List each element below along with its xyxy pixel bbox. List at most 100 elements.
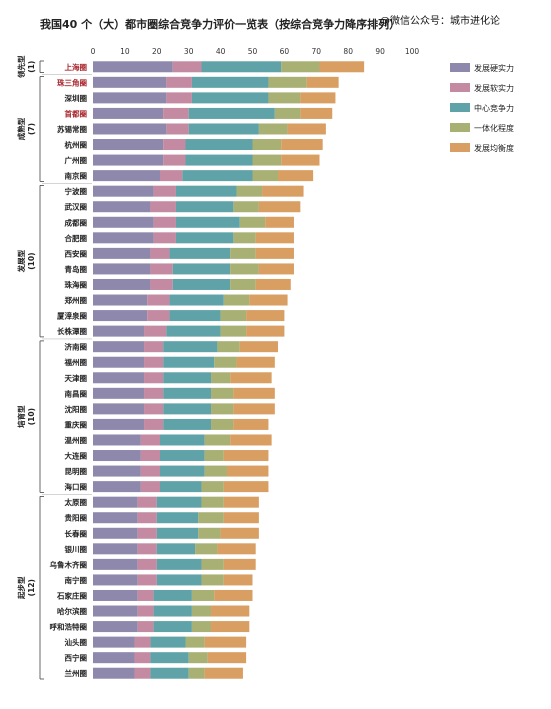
category-label: 广州圈: [65, 155, 88, 165]
bar-segment: [188, 667, 205, 679]
category-label: 银川圈: [65, 544, 88, 554]
bar-segment: [188, 107, 275, 119]
legend-swatch: [450, 63, 470, 72]
bar-segment: [159, 450, 205, 462]
bar-segment: [140, 434, 160, 446]
bar-segment: [300, 107, 333, 119]
x-tick-label: 80: [343, 47, 353, 56]
category-label: 南昌圈: [65, 388, 88, 398]
bar-segment: [239, 341, 279, 353]
bar-segment: [159, 481, 202, 493]
bar-segment: [201, 496, 224, 508]
bar-segment: [252, 170, 279, 182]
bar-segment: [144, 387, 164, 399]
bar-segment: [93, 434, 141, 446]
bar-segment: [93, 61, 173, 73]
bar-segment: [166, 92, 192, 104]
bar-segment: [147, 310, 170, 322]
bar-segment: [153, 232, 176, 244]
bar-segment: [169, 247, 231, 259]
x-tick-label: 70: [312, 47, 322, 56]
category-label: 天津圈: [65, 373, 88, 383]
bar-segment: [207, 652, 247, 664]
bar-segment: [93, 170, 160, 182]
bar-segment: [223, 496, 259, 508]
bar-segment: [156, 558, 202, 570]
bar-segment: [201, 574, 224, 586]
category-label: 兰州圈: [65, 668, 88, 678]
bar-segment: [233, 201, 259, 213]
group-count: (10): [27, 253, 36, 270]
bar-segment: [239, 216, 266, 228]
bar-segment: [319, 61, 365, 73]
category-label: 南京圈: [65, 171, 88, 181]
x-tick-label: 90: [375, 47, 385, 56]
group-count: (12): [27, 579, 36, 596]
category-label: 武汉圈: [65, 202, 88, 212]
category-label: 海口圈: [65, 482, 88, 492]
category-label: 南宁圈: [65, 575, 88, 585]
bar-segment: [204, 667, 243, 679]
bar-segment: [233, 418, 269, 430]
group-label: 成熟型: [16, 117, 26, 140]
bar-segment: [93, 294, 148, 306]
bar-segment: [201, 61, 282, 73]
category-label: 珠三角圈: [57, 77, 87, 87]
bar-segment: [93, 558, 138, 570]
bar-segment: [195, 543, 218, 555]
bar-segment: [156, 574, 202, 586]
category-label: 温州圈: [65, 435, 88, 445]
bar-segment: [153, 216, 176, 228]
bar-segment: [191, 605, 212, 617]
bar-segment: [204, 434, 231, 446]
bar-segment: [223, 574, 253, 586]
x-tick-label: 0: [91, 47, 96, 56]
bar-segment: [230, 434, 272, 446]
bar-segment: [93, 325, 145, 337]
bar-segment: [306, 76, 339, 88]
legend-label: 一体化程度: [474, 123, 514, 133]
bar-segment: [93, 512, 138, 524]
category-label: 首都圈: [65, 108, 88, 118]
bar-segment: [249, 294, 288, 306]
group-count: (7): [27, 123, 36, 135]
category-label: 苏锡常圈: [57, 124, 87, 134]
bar-segment: [93, 216, 154, 228]
chart-title: 我国40 个（大）都市圈综合竞争力评价一览表（按综合竞争力降序排列）: [40, 18, 401, 31]
group-count: (1): [27, 61, 36, 73]
category-label: 杭州圈: [65, 140, 88, 150]
group-label: 领先型: [16, 55, 26, 78]
bar-segment: [258, 123, 288, 135]
bar-segment: [156, 512, 199, 524]
bar-segment: [217, 543, 256, 555]
bar-segment: [166, 76, 192, 88]
bar-segment: [93, 107, 164, 119]
category-label: 珠海圈: [65, 279, 88, 289]
category-label: 西安圈: [65, 248, 88, 258]
category-label: 太原圈: [65, 497, 88, 507]
bar-segment: [211, 387, 234, 399]
bar-segment: [255, 232, 294, 244]
bar-segment: [144, 403, 164, 415]
bar-segment: [188, 652, 208, 664]
bar-segment: [93, 605, 138, 617]
bar-segment: [93, 543, 138, 555]
bar-segment: [137, 543, 157, 555]
bar-segment: [93, 356, 145, 368]
bar-segment: [191, 589, 215, 601]
bar-segment: [262, 185, 304, 197]
legend-swatch: [450, 143, 470, 152]
category-label: 重庆圈: [65, 419, 88, 429]
bar-segment: [156, 527, 199, 539]
bar-segment: [93, 263, 151, 275]
bar-segment: [175, 185, 237, 197]
bar-segment: [144, 325, 167, 337]
bar-segment: [159, 434, 205, 446]
x-tick-label: 60: [280, 47, 290, 56]
bar-segment: [246, 325, 285, 337]
bar-segment: [226, 465, 269, 477]
bar-segment: [230, 278, 256, 290]
bar-segment: [258, 201, 301, 213]
bar-segment: [93, 310, 148, 322]
category-label: 深圳圈: [65, 93, 88, 103]
